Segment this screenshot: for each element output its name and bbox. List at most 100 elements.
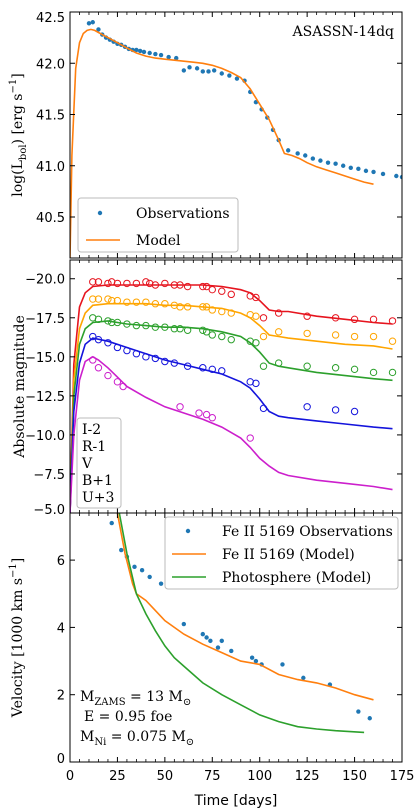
data-point	[356, 166, 361, 172]
x-tick-label: 0	[66, 769, 74, 784]
data-point	[303, 403, 311, 411]
data-point	[206, 69, 211, 74]
annotation-line: MNi = 0.075 M⊙	[80, 729, 194, 748]
data-point	[161, 300, 169, 308]
data-point	[303, 362, 311, 370]
legend-label-B+1: B+1	[82, 473, 113, 489]
panel-velocity: 0 2 4 6 Velocity [1000 km s−1] Fe II 5169 Obs…	[8, 512, 415, 809]
data-point	[151, 354, 160, 363]
data-point	[333, 161, 338, 166]
x-tick-label: 150	[342, 769, 367, 784]
x-tick-label: 25	[109, 769, 126, 784]
data-point	[113, 378, 122, 386]
data-point	[208, 285, 216, 294]
data-point	[104, 339, 112, 347]
legend-frame	[76, 417, 122, 509]
data-point	[280, 662, 285, 667]
series-group	[70, 278, 397, 513]
series-group	[70, 20, 402, 258]
data-point	[132, 564, 137, 570]
data-point	[147, 574, 152, 580]
data-point	[208, 331, 216, 339]
data-point	[259, 404, 268, 413]
data-point	[94, 335, 103, 344]
data-point	[123, 346, 131, 355]
legend-label-I-2: I-2	[82, 422, 101, 438]
data-point	[183, 282, 192, 291]
data-point	[104, 371, 112, 380]
data-point	[94, 315, 103, 324]
data-point	[183, 326, 192, 334]
data-point	[371, 169, 376, 175]
axes-frame	[69, 512, 403, 763]
data-point	[176, 281, 184, 289]
data-point	[208, 638, 213, 644]
data-point	[259, 332, 268, 341]
data-point	[229, 648, 234, 654]
data-point	[285, 148, 291, 153]
data-point	[208, 414, 216, 422]
data-point	[246, 434, 254, 442]
data-point	[252, 339, 260, 347]
data-point	[310, 156, 316, 161]
data-point	[183, 362, 192, 370]
data-point	[218, 287, 226, 295]
data-point	[394, 173, 399, 179]
data-point	[147, 50, 152, 56]
legend-label-fe-model: Fe II 5169 (Model)	[222, 547, 355, 563]
data-point	[104, 295, 112, 303]
data-point	[141, 49, 147, 55]
data-point	[227, 335, 235, 344]
plot-area	[109, 513, 374, 734]
data-point	[90, 20, 95, 25]
y-tick-label: −10.0	[25, 429, 65, 444]
data-point	[295, 151, 300, 156]
data-point	[218, 367, 226, 375]
legend-label-observations: Observations	[136, 206, 230, 222]
y-tick-label: 4	[57, 621, 65, 636]
y-tick-label: 6	[57, 554, 65, 569]
data-point	[176, 303, 184, 311]
data-point	[176, 403, 184, 411]
y-tick-label: −20.0	[25, 273, 65, 288]
y-tick-label: 41.5	[36, 109, 65, 124]
y-axis-label: log(Lbol) [erg s−1]	[8, 73, 29, 196]
data-point	[119, 382, 127, 391]
data-point	[161, 279, 169, 288]
series-line-I-2	[70, 284, 393, 513]
data-point	[181, 621, 187, 627]
data-point	[181, 68, 187, 73]
data-point	[208, 306, 216, 314]
legend-marker-observations	[97, 210, 103, 216]
y-tick-label: −17.5	[25, 312, 65, 327]
data-point	[199, 326, 207, 334]
data-point	[176, 325, 184, 333]
data-point	[194, 66, 200, 71]
data-point	[253, 658, 259, 664]
data-point	[252, 293, 260, 302]
annotation-line: E = 0.95 foe	[84, 709, 172, 725]
legend-label-fe-obs: Fe II 5169 Observations	[222, 524, 393, 540]
series-line-B+1	[70, 337, 393, 513]
data-point	[202, 303, 211, 311]
data-point	[108, 318, 116, 327]
data-point	[363, 168, 369, 174]
data-point	[259, 314, 268, 322]
data-point	[89, 332, 97, 341]
data-point	[123, 279, 131, 288]
data-point	[151, 300, 160, 308]
data-point	[303, 312, 311, 320]
data-point	[94, 295, 103, 303]
y-tick-label: 41.0	[36, 160, 65, 175]
x-tick-label: 175	[390, 769, 415, 784]
legend-label-V: V	[81, 456, 93, 472]
data-point	[200, 631, 205, 637]
parameter-annotation: MZAMS = 13 M⊙E = 0.95 foe MNi = 0.075 M⊙	[80, 689, 194, 748]
data-point	[218, 332, 226, 341]
data-point	[113, 296, 122, 305]
data-point	[104, 317, 112, 325]
y-axis-label: Absolute magnitude	[12, 315, 28, 459]
data-point	[388, 368, 397, 377]
data-point	[158, 581, 164, 586]
data-point	[274, 328, 283, 336]
